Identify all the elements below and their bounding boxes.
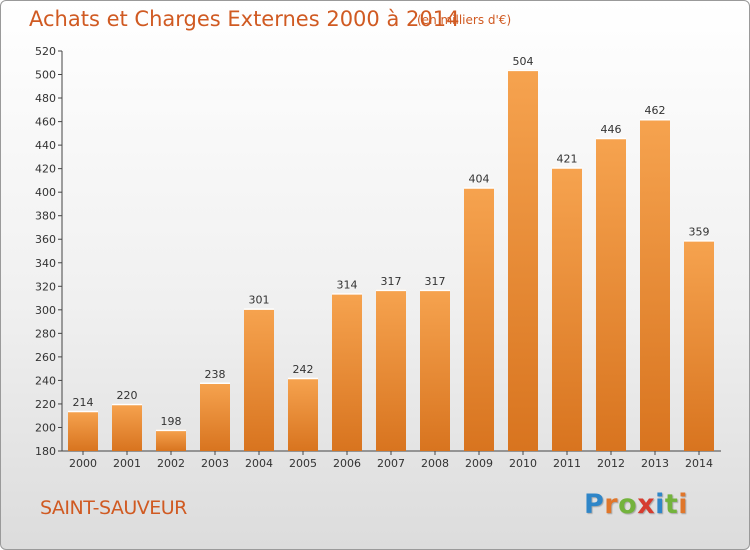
bar-2013: [640, 119, 670, 451]
y-tick-label: 180: [35, 445, 56, 458]
bar-2005: [288, 378, 318, 451]
value-label: 317: [425, 275, 446, 288]
bar-2006: [332, 293, 362, 451]
x-tick-label: 2000: [69, 457, 97, 470]
logo-letter: x: [637, 489, 656, 520]
logo-letter: i: [655, 489, 665, 520]
value-label: 198: [161, 415, 182, 428]
commune-name: SAINT-SAUVEUR: [40, 497, 187, 519]
bar-2004: [244, 308, 274, 451]
bar-2000: [68, 411, 98, 451]
y-tick-label: 520: [35, 45, 56, 58]
x-tick-label: 2011: [553, 457, 581, 470]
value-label: 238: [205, 368, 226, 381]
bar-2003: [200, 382, 230, 451]
y-tick-label: 220: [35, 398, 56, 411]
value-label: 220: [117, 389, 138, 402]
value-label: 446: [601, 123, 622, 136]
bar-2012: [596, 138, 626, 451]
logo-letter: r: [604, 489, 619, 520]
x-tick-label: 2008: [421, 457, 449, 470]
y-tick-label: 480: [35, 92, 56, 105]
value-label: 359: [689, 225, 710, 238]
y-tick-label: 400: [35, 186, 56, 199]
x-tick-label: 2013: [641, 457, 669, 470]
x-tick-label: 2003: [201, 457, 229, 470]
bar-2009: [464, 187, 494, 451]
y-tick-label: 420: [35, 163, 56, 176]
chart-title: Achats et Charges Externes 2000 à 2014: [29, 7, 460, 31]
value-label: 242: [293, 363, 314, 376]
y-tick-label: 200: [35, 421, 56, 434]
y-tick-label: 360: [35, 233, 56, 246]
logo-letter: i: [678, 489, 689, 520]
x-tick-label: 2007: [377, 457, 405, 470]
bar-2010: [508, 69, 538, 451]
value-label: 462: [645, 104, 666, 117]
bar-2001: [112, 403, 142, 451]
y-tick-label: 280: [35, 327, 56, 340]
logo-letter: t: [664, 489, 679, 520]
x-tick-label: 2012: [597, 457, 625, 470]
x-tick-label: 2010: [509, 457, 537, 470]
bar-2002: [156, 429, 186, 451]
x-tick-label: 2005: [289, 457, 317, 470]
y-tick-label: 240: [35, 374, 56, 387]
proxiti-logo: Proxiti: [584, 489, 688, 520]
x-tick-label: 2001: [113, 457, 141, 470]
bar-2008: [420, 289, 450, 451]
x-tick-label: 2009: [465, 457, 493, 470]
value-label: 317: [381, 275, 402, 288]
value-label: 421: [557, 152, 578, 165]
y-tick-label: 260: [35, 351, 56, 364]
logo-letter: o: [618, 489, 638, 520]
x-tick-label: 2014: [685, 457, 713, 470]
y-tick-label: 300: [35, 304, 56, 317]
bar-2014: [684, 240, 714, 451]
value-label: 314: [337, 278, 358, 291]
x-tick-label: 2006: [333, 457, 361, 470]
y-tick-label: 340: [35, 257, 56, 270]
bar-2007: [376, 289, 406, 451]
value-label: 214: [73, 396, 94, 409]
y-tick-label: 440: [35, 139, 56, 152]
value-label: 301: [249, 294, 270, 307]
y-tick-label: 380: [35, 210, 56, 223]
y-tick-label: 320: [35, 280, 56, 293]
unit-note: (en milliers d'€): [417, 13, 512, 27]
value-label: 504: [513, 55, 534, 68]
x-tick-label: 2004: [245, 457, 273, 470]
logo-letter: P: [584, 489, 605, 520]
value-label: 404: [469, 172, 490, 185]
bar-2011: [552, 167, 582, 451]
y-tick-label: 500: [35, 69, 56, 82]
y-tick-label: 460: [35, 116, 56, 129]
x-tick-label: 2002: [157, 457, 185, 470]
